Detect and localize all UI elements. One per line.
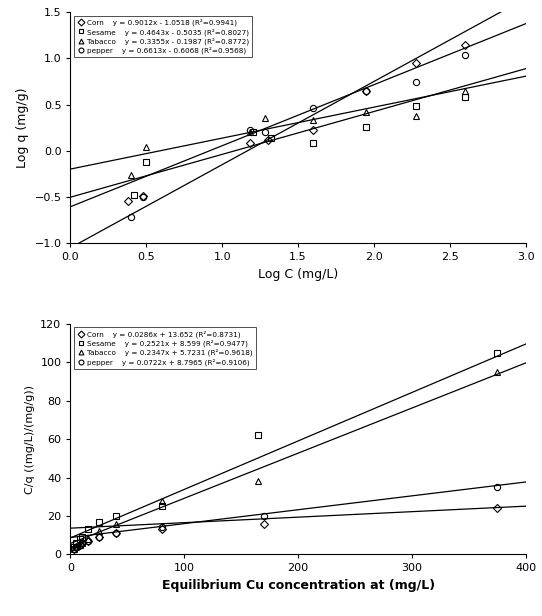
Legend: Corn    y = 0.0286x + 13.652 (R²=0.8731), Sesame    y = 0.2521x + 8.599 (R²=0.94: Corn y = 0.0286x + 13.652 (R²=0.8731), S…	[74, 327, 256, 368]
Y-axis label: Log q (mg/g): Log q (mg/g)	[16, 87, 29, 168]
X-axis label: Log C (mg/L): Log C (mg/L)	[258, 267, 338, 280]
Y-axis label: C/q ((mg/L)/(mg/g)): C/q ((mg/L)/(mg/g))	[25, 384, 35, 493]
X-axis label: Equilibrium Cu concentration at (mg/L): Equilibrium Cu concentration at (mg/L)	[162, 579, 435, 592]
Legend: Corn    y = 0.9012x - 1.0518 (R²=0.9941), Sesame    y = 0.4643x - 0.5035 (R²=0.8: Corn y = 0.9012x - 1.0518 (R²=0.9941), S…	[74, 16, 252, 57]
